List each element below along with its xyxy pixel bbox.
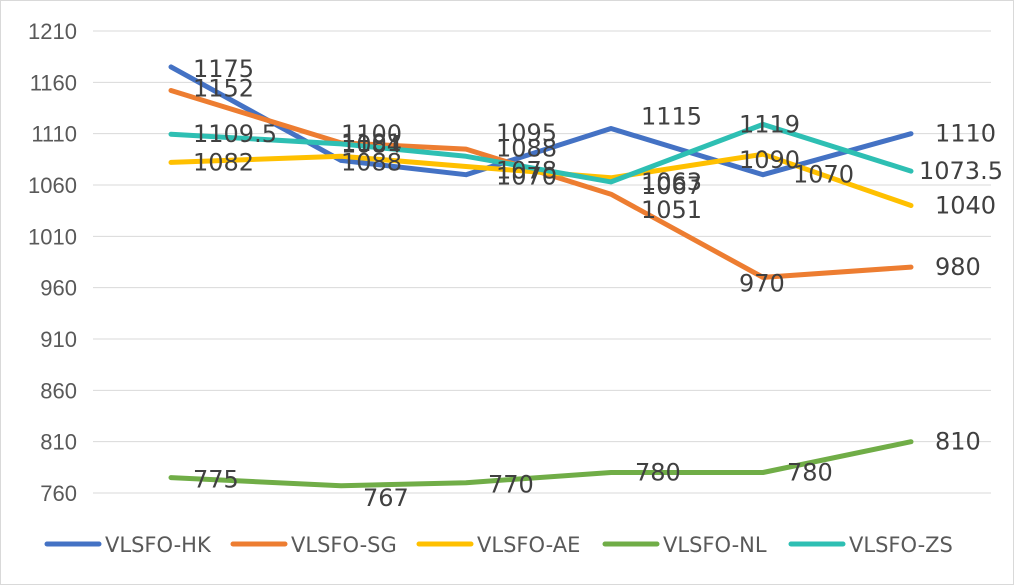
data-label-vlsfo-hk: 1070: [793, 161, 854, 189]
data-label-vlsfo-zs: 1109.5: [193, 120, 277, 148]
data-label-vlsfo-ae: 1090: [739, 146, 800, 174]
y-tick-label: 1060: [28, 173, 77, 198]
data-label-vlsfo-sg: 1051: [641, 196, 702, 224]
y-tick-label: 760: [40, 481, 77, 506]
legend: VLSFO-HK VLSFO-SG VLSFO-AE VLSFO-NL VLSFO-ZS: [47, 533, 953, 557]
data-label-vlsfo-nl: 780: [787, 458, 833, 486]
y-axis-tick-labels: 1210 1160 1110 1060 1010 960 910 860 810 760: [28, 19, 77, 506]
data-label-vlsfo-ae: 1088: [341, 148, 402, 176]
data-label-vlsfo-sg: 970: [739, 269, 785, 297]
data-label-vlsfo-nl: 775: [193, 466, 239, 494]
data-label-vlsfo-nl: 810: [935, 428, 981, 456]
legend-label: VLSFO-HK: [105, 533, 212, 557]
legend-label: VLSFO-ZS: [849, 533, 953, 557]
data-label-vlsfo-ae: 1040: [935, 192, 996, 220]
data-label-vlsfo-nl: 770: [488, 471, 534, 499]
data-label-vlsfo-sg: 1152: [193, 75, 254, 103]
y-tick-label: 960: [40, 276, 77, 301]
data-label-vlsfo-hk: 1110: [935, 120, 996, 148]
data-label-vlsfo-nl: 780: [635, 458, 681, 486]
data-label-vlsfo-nl: 767: [363, 484, 409, 512]
y-tick-label: 1210: [28, 19, 77, 44]
y-tick-label: 1110: [31, 122, 77, 147]
data-label-vlsfo-zs: 1100: [341, 120, 402, 148]
y-tick-label: 860: [40, 378, 77, 403]
data-label-vlsfo-zs: 1088: [496, 134, 557, 162]
legend-item-vlsfo-zs: VLSFO-ZS: [791, 533, 953, 557]
data-label-vlsfo-ae: 1082: [193, 148, 254, 176]
legend-item-vlsfo-hk: VLSFO-HK: [47, 533, 212, 557]
data-label-vlsfo-zs: 1063: [641, 168, 702, 196]
legend-label: VLSFO-AE: [477, 533, 580, 557]
data-label-vlsfo-zs: 1073.5: [919, 157, 1003, 185]
legend-item-vlsfo-ae: VLSFO-AE: [419, 533, 580, 557]
y-tick-label: 1010: [28, 224, 77, 249]
legend-label: VLSFO-SG: [291, 533, 397, 557]
y-tick-label: 810: [40, 430, 77, 455]
legend-item-vlsfo-nl: VLSFO-NL: [605, 533, 767, 557]
data-label-vlsfo-sg: 980: [935, 253, 981, 281]
y-tick-label: 1160: [30, 70, 77, 95]
data-label-vlsfo-zs: 1119: [739, 110, 800, 138]
data-label-vlsfo-hk: 1115: [641, 103, 702, 131]
legend-label: VLSFO-NL: [663, 533, 767, 557]
legend-item-vlsfo-sg: VLSFO-SG: [233, 533, 397, 557]
y-tick-label: 910: [40, 327, 77, 352]
